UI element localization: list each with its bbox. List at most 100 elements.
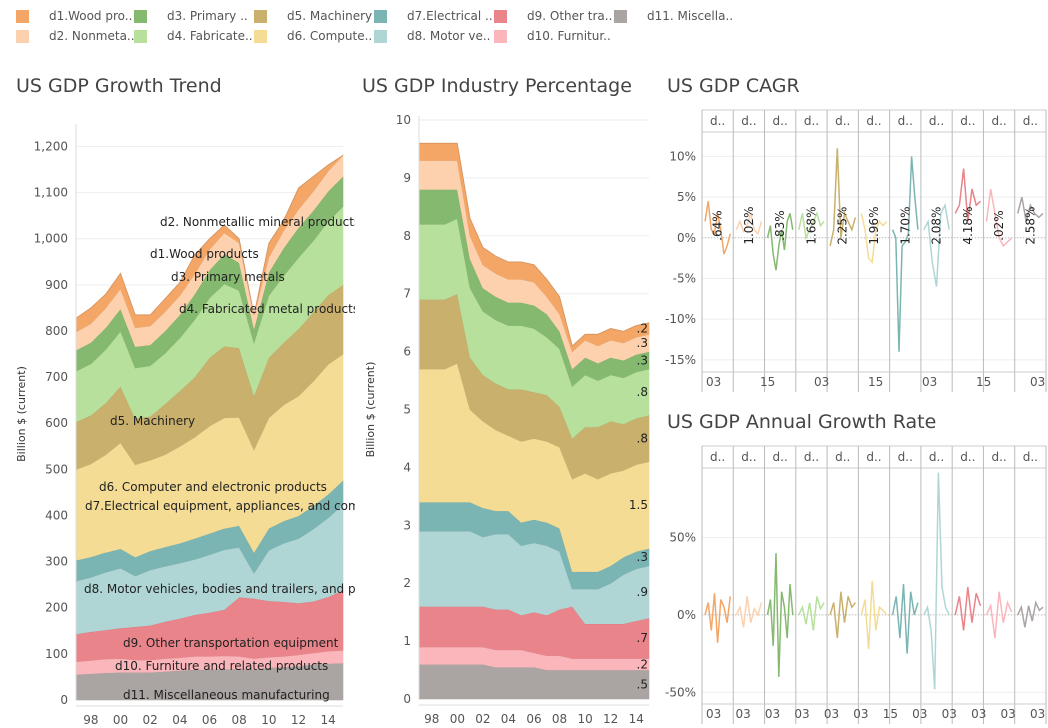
legend-item-d10[interactable]: d10. Furnitur.. [494, 26, 611, 46]
legend-item-d1[interactable]: d1.Wood pro.. [16, 6, 132, 26]
y-tick-label: -10% [665, 312, 696, 326]
y-tick-label: 300 [45, 555, 68, 569]
end-label: .2 [637, 321, 648, 335]
x-tick-label: 03 [1001, 707, 1016, 721]
y-tick-label: 0 [60, 693, 68, 707]
area-annotation: d3. Primary metals [171, 270, 285, 284]
legend-swatch [254, 29, 267, 43]
cagr-label: 1.02% [742, 207, 756, 245]
y-tick-label: 5 [403, 403, 411, 417]
legend-item-d5[interactable]: d5. Machinery [254, 6, 372, 26]
legend-swatch [614, 9, 627, 23]
y-tick-label: 1,200 [34, 139, 68, 153]
panel-header: d.. [741, 450, 756, 464]
panel-header: d.. [835, 114, 850, 128]
y-tick-label: 1,100 [34, 186, 68, 200]
legend-label: d11. Miscella.. [647, 9, 734, 23]
x-tick-label: 02 [143, 713, 158, 727]
end-label: .8 [637, 431, 648, 445]
cagr-label: 4.18% [961, 207, 975, 245]
x-tick-label: 03 [765, 707, 780, 721]
area-annotation: d2. Nonmetallic mineral products [160, 215, 355, 229]
legend-swatch [134, 9, 147, 23]
y-tick-label: 700 [45, 370, 68, 384]
y-tick-label: 4 [403, 460, 411, 474]
line-d2 [735, 213, 763, 236]
x-tick-label: 15 [976, 375, 991, 389]
line-d4 [798, 596, 825, 631]
line-d11 [1016, 196, 1044, 222]
area-edge-d1 [75, 154, 344, 319]
line-d7 [891, 156, 919, 352]
y-tick-label: 600 [45, 416, 68, 430]
legend-item-d4[interactable]: d4. Fabricate.. [134, 26, 253, 46]
y-tick-label: 0 [403, 692, 411, 706]
area-annotation: d5. Machinery [110, 414, 195, 428]
line-d7 [891, 583, 919, 654]
x-tick-label: 15 [760, 375, 775, 389]
legend-item-d11[interactable]: d11. Miscella.. [614, 6, 733, 26]
x-tick-label: 98 [424, 712, 439, 726]
legend: d1.Wood pro.. d2. Nonmeta.. d3. Primary … [10, 6, 770, 50]
cagr-label: 2.08% [930, 207, 944, 245]
line-d9 [954, 587, 982, 631]
legend-label: d4. Fabricate.. [167, 29, 253, 43]
cagr-label: .64% [711, 210, 725, 241]
x-tick-label: 14 [321, 713, 336, 727]
line-d5 [829, 148, 857, 247]
x-tick-label: 03 [824, 707, 839, 721]
end-label: .7 [637, 631, 648, 645]
legend-item-d6[interactable]: d6. Compute.. [254, 26, 372, 46]
panel-header: d.. [929, 114, 944, 128]
legend-label: d9. Other tra.. [527, 9, 613, 23]
annual-chart-title: US GDP Annual Growth Rate [667, 411, 937, 433]
y-tick-label: 8 [403, 229, 411, 243]
area-annotation: d9. Other transportation equipment [123, 636, 339, 650]
y-tick-label: 9 [403, 171, 411, 185]
end-label: .9 [637, 585, 648, 599]
panel-header: d.. [1023, 450, 1038, 464]
x-tick-label: 02 [475, 712, 490, 726]
legend-label: d2. Nonmeta.. [49, 29, 135, 43]
line-d1 [704, 593, 732, 643]
legend-swatch [134, 29, 147, 43]
x-tick-label: 08 [552, 712, 567, 726]
y-tick-label: 5% [677, 190, 696, 204]
area-d1 [75, 154, 344, 333]
legend-item-d2[interactable]: d2. Nonmeta.. [16, 26, 135, 46]
x-tick-label: 03 [814, 375, 829, 389]
line-d6 [860, 580, 888, 650]
panel-header: d.. [835, 450, 850, 464]
panel-header: d.. [866, 114, 881, 128]
legend-item-d8[interactable]: d8. Motor ve.. [374, 26, 490, 46]
end-label: .2 [637, 657, 648, 671]
x-tick-label: 10 [261, 713, 276, 727]
area-annotation: d6. Computer and electronic products [99, 480, 327, 494]
line-d11 [1017, 600, 1044, 628]
legend-item-d9[interactable]: d9. Other tra.. [494, 6, 612, 26]
x-tick-label: 03 [706, 707, 721, 721]
cagr-label: .02% [992, 210, 1006, 241]
x-tick-label: 03 [922, 375, 937, 389]
legend-item-d7[interactable]: d7.Electrical .. [374, 6, 493, 26]
end-label: .3 [637, 353, 648, 367]
y-tick-label: 200 [45, 601, 68, 615]
x-tick-label: 03 [794, 707, 809, 721]
cagr-label: 2.25% [836, 207, 850, 245]
y-tick-label: 1 [403, 634, 411, 648]
area-annotation: d10. Furniture and related products [115, 659, 328, 673]
panel-header: d.. [991, 114, 1006, 128]
x-tick-label: 03 [706, 375, 721, 389]
legend-label: d3. Primary .. [167, 9, 248, 23]
line-d3 [766, 553, 794, 677]
x-tick-label: 08 [232, 713, 247, 727]
y-tick-label: 10 [396, 113, 411, 127]
legend-item-d3[interactable]: d3. Primary .. [134, 6, 248, 26]
panel-header: d.. [929, 450, 944, 464]
y-tick-label: 800 [45, 324, 68, 338]
x-tick-label: 03 [735, 707, 750, 721]
area-edge-d1 [419, 142, 650, 347]
line-d3 [766, 213, 794, 271]
panel-header: d.. [773, 450, 788, 464]
y-tick-label: 50% [669, 531, 696, 545]
